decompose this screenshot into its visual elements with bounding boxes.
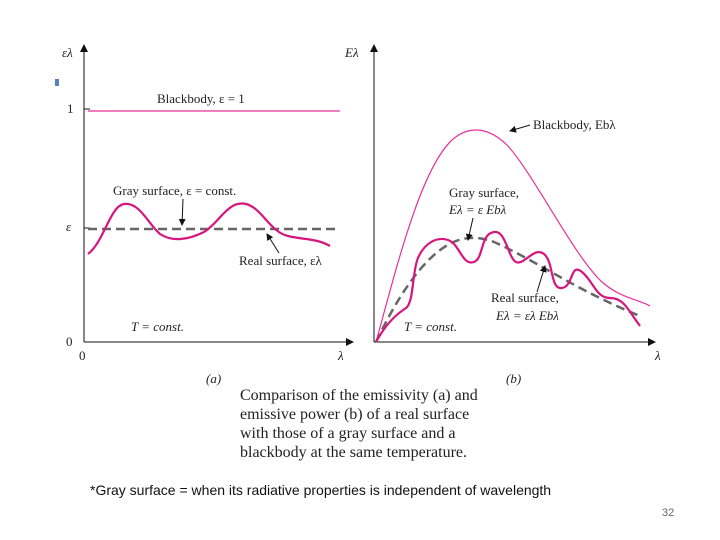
- real-surface-label-2: Eλ = ελ Ebλ: [495, 308, 559, 323]
- real-surface-pointer: [266, 233, 280, 254]
- figure-caption: Comparison of the emissivity (a) and emi…: [240, 386, 510, 462]
- real-surface-label: Real surface, ελ: [239, 253, 323, 268]
- real-surface-label-1: Real surface,: [491, 290, 559, 305]
- gray-surface-pointer: [178, 198, 186, 226]
- blackbody-pointer: [509, 124, 531, 133]
- panel-a-x-axis-label: λ: [337, 348, 344, 363]
- panel-a: ελ 1 ε 0 0 λ Blackbody, ε = 1 Gray surfa…: [62, 44, 354, 386]
- panel-b-y-axis-label: Eλ: [344, 45, 359, 60]
- panel-a-sublabel: (a): [206, 371, 221, 386]
- page-number: 32: [662, 507, 675, 519]
- blackbody-curve: [375, 129, 651, 343]
- tick-label-eps: ε: [66, 219, 72, 234]
- gray-surface-label-2: Eλ = ε Ebλ: [448, 202, 507, 217]
- real-surface-b-pointer: [536, 265, 547, 293]
- panel-b: Eλ λ Blackbody, Ebλ Gray surface, Eλ = ε…: [344, 44, 661, 386]
- gray-surface-footnote: *Gray surface = when its radiative prope…: [90, 482, 552, 498]
- panel-b-temp-label: T = const.: [404, 319, 457, 334]
- tick-label-zero: 0: [66, 334, 73, 349]
- panel-a-temp-label: T = const.: [131, 319, 184, 334]
- bullet-marker: [55, 79, 59, 86]
- gray-surface-b-pointer: [465, 217, 474, 241]
- panel-b-x-axis-label: λ: [654, 348, 661, 363]
- panel-b-sublabel: (b): [506, 371, 521, 386]
- caption-line-1: Comparison of the emissivity (a) and: [240, 387, 478, 404]
- panel-a-x-origin-label: 0: [79, 348, 86, 363]
- caption-line-4: blackbody at the same temperature.: [240, 444, 468, 461]
- panel-a-y-axis-label: ελ: [62, 45, 73, 60]
- real-surface-curve: [87, 202, 331, 255]
- blackbody-label: Blackbody, ε = 1: [157, 91, 245, 106]
- blackbody-curve-label: Blackbody, Ebλ: [533, 117, 616, 132]
- real-surface-b-curve: [375, 230, 641, 343]
- gray-surface-label-1: Gray surface,: [449, 185, 519, 200]
- tick-label-one: 1: [67, 101, 74, 116]
- gray-surface-label: Gray surface, ε = const.: [113, 183, 236, 198]
- caption-line-2: emissive power (b) of a real surface: [240, 406, 470, 423]
- caption-line-3: with those of a gray surface and a: [240, 425, 456, 442]
